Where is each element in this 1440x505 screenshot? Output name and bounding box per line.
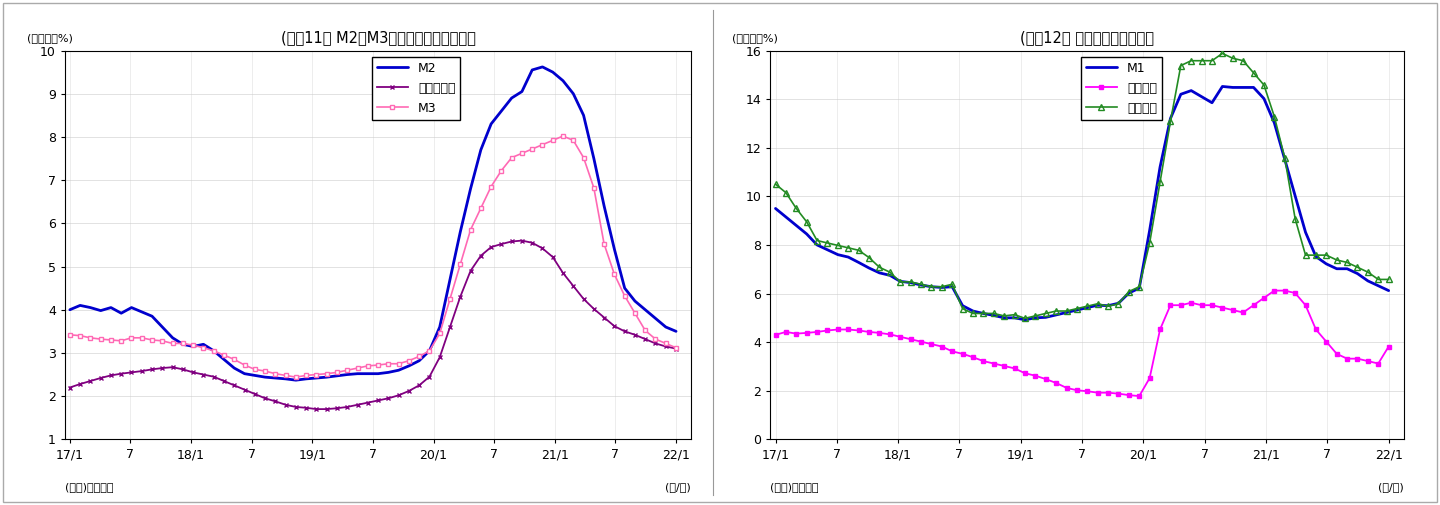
Text: (前年比、%): (前年比、%) <box>27 33 73 43</box>
Text: (資料)日本銀行: (資料)日本銀行 <box>65 482 114 492</box>
Title: (図表11） M2、M3、広義流動性の伸び率: (図表11） M2、M3、広義流動性の伸び率 <box>281 30 475 45</box>
Title: (図表12） 現金・預金の伸び率: (図表12） 現金・預金の伸び率 <box>1020 30 1155 45</box>
Text: (資料)日本銀行: (資料)日本銀行 <box>770 482 819 492</box>
Text: (年/月): (年/月) <box>665 482 691 492</box>
Text: (前年比、%): (前年比、%) <box>733 33 778 43</box>
Text: (年/月): (年/月) <box>1378 482 1404 492</box>
Legend: M2, 広義流動性, M3: M2, 広義流動性, M3 <box>372 57 461 120</box>
Legend: M1, 現金通貨, 預金通貨: M1, 現金通貨, 預金通貨 <box>1081 57 1162 120</box>
